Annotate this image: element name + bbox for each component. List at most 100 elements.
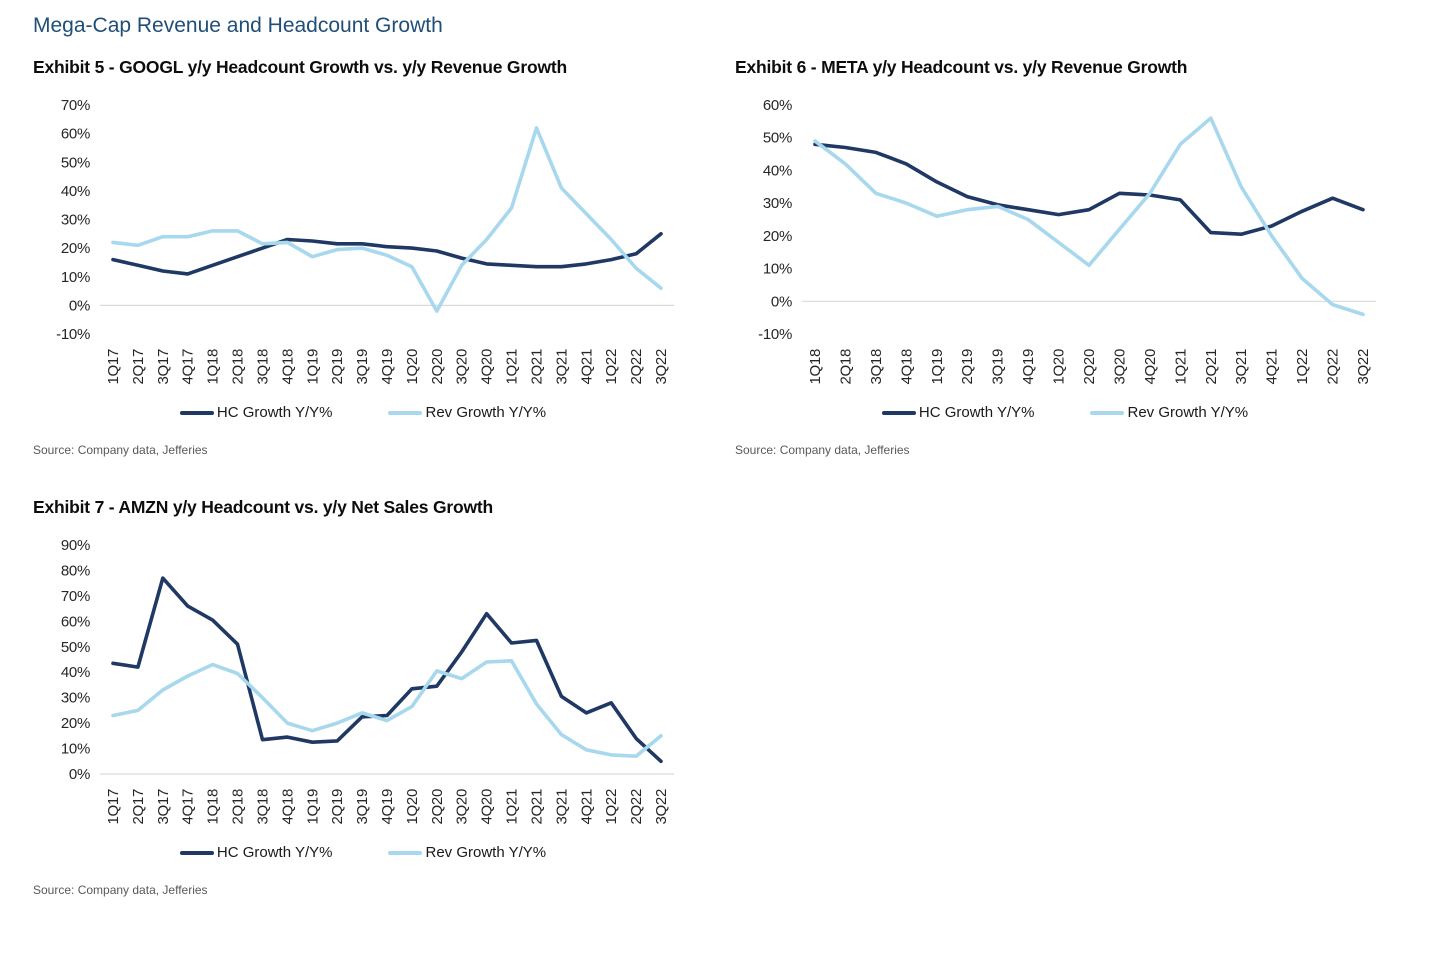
svg-text:4Q18: 4Q18: [279, 789, 296, 825]
exhibit-title: Exhibit 5 - GOOGL y/y Headcount Growth v…: [33, 57, 567, 77]
svg-text:70%: 70%: [61, 97, 90, 114]
svg-text:4Q17: 4Q17: [180, 789, 197, 825]
legend-label-hc: HC Growth Y/Y%: [216, 844, 333, 861]
svg-text:30%: 30%: [61, 212, 90, 229]
svg-text:2Q17: 2Q17: [130, 789, 147, 825]
svg-text:20%: 20%: [61, 715, 90, 732]
svg-text:60%: 60%: [61, 613, 90, 630]
hc-line-swatch: [881, 410, 916, 415]
svg-text:0%: 0%: [771, 293, 792, 310]
svg-text:3Q18: 3Q18: [255, 789, 272, 825]
svg-text:4Q21: 4Q21: [578, 349, 595, 385]
legend-label-rev: Rev Growth Y/Y%: [425, 844, 547, 861]
legend-label-hc: HC Growth Y/Y%: [918, 404, 1035, 421]
svg-text:1Q19: 1Q19: [304, 349, 321, 385]
svg-text:1Q18: 1Q18: [807, 349, 824, 385]
svg-text:3Q17: 3Q17: [155, 349, 172, 385]
svg-text:2Q19: 2Q19: [959, 349, 976, 385]
svg-text:2Q18: 2Q18: [230, 349, 247, 385]
source-note: Source: Company data, Jefferies: [33, 883, 208, 897]
svg-text:2Q20: 2Q20: [1081, 349, 1098, 385]
legend-item-hc-growth: HC Growth Y/Y%: [179, 404, 333, 421]
svg-text:50%: 50%: [763, 130, 792, 147]
hc-line-swatch: [179, 410, 214, 415]
svg-text:1Q22: 1Q22: [603, 789, 620, 825]
svg-text:2Q17: 2Q17: [130, 349, 147, 385]
svg-text:3Q17: 3Q17: [155, 789, 172, 825]
exhibit-5-googl-chart: Exhibit 5 - GOOGL y/y Headcount Growth v…: [33, 57, 693, 457]
amzn-line-chart: 90% 80% 70% 60% 50% 40% 30% 20% 10% 0% 1Q17 2Q17 3Q1…: [61, 537, 674, 825]
legend-item-hc-growth: HC Growth Y/Y%: [179, 844, 333, 861]
svg-text:3Q21: 3Q21: [1233, 349, 1250, 385]
svg-text:1Q19: 1Q19: [929, 349, 946, 385]
svg-text:1Q22: 1Q22: [1294, 349, 1311, 385]
svg-text:4Q19: 4Q19: [379, 349, 396, 385]
svg-text:-10%: -10%: [758, 326, 792, 343]
svg-text:2Q19: 2Q19: [329, 789, 346, 825]
svg-text:1Q22: 1Q22: [603, 349, 620, 385]
svg-text:90%: 90%: [61, 537, 90, 554]
exhibit-title: Exhibit 7 - AMZN y/y Headcount vs. y/y N…: [33, 497, 493, 517]
svg-text:40%: 40%: [61, 183, 90, 200]
svg-text:3Q22: 3Q22: [653, 789, 670, 825]
source-note: Source: Company data, Jefferies: [735, 443, 910, 457]
svg-text:50%: 50%: [61, 154, 90, 171]
page-title: Mega-Cap Revenue and Headcount Growth: [33, 14, 443, 37]
svg-text:20%: 20%: [61, 240, 90, 257]
svg-text:10%: 10%: [763, 261, 792, 278]
svg-text:4Q20: 4Q20: [1142, 349, 1159, 385]
svg-text:60%: 60%: [61, 126, 90, 143]
legend-label-rev: Rev Growth Y/Y%: [1127, 404, 1249, 421]
svg-text:4Q19: 4Q19: [379, 789, 396, 825]
svg-text:4Q21: 4Q21: [578, 789, 595, 825]
chart-legend: HC Growth Y/Y% Rev Growth Y/Y%: [33, 844, 693, 861]
exhibit-6-meta-chart: Exhibit 6 - META y/y Headcount vs. y/y R…: [735, 57, 1395, 457]
source-note: Source: Company data, Jefferies: [33, 443, 208, 457]
legend-item-rev-growth: Rev Growth Y/Y%: [1090, 404, 1248, 421]
svg-text:0%: 0%: [69, 766, 90, 783]
rev-line-swatch: [1090, 410, 1125, 415]
svg-text:4Q17: 4Q17: [180, 349, 197, 385]
exhibit-title: Exhibit 6 - META y/y Headcount vs. y/y R…: [735, 57, 1188, 77]
hc-line-swatch: [179, 850, 214, 855]
svg-text:3Q20: 3Q20: [454, 349, 471, 385]
svg-text:1Q20: 1Q20: [1051, 349, 1068, 385]
svg-text:2Q21: 2Q21: [529, 349, 546, 385]
svg-text:3Q21: 3Q21: [553, 349, 570, 385]
svg-text:2Q18: 2Q18: [837, 349, 854, 385]
meta-line-chart: 60% 50% 40% 30% 20% 10% 0% -10% 1Q18 2Q18 3Q18 4Q18…: [758, 97, 1376, 385]
svg-text:1Q20: 1Q20: [404, 349, 421, 385]
svg-text:3Q21: 3Q21: [553, 789, 570, 825]
svg-text:3Q22: 3Q22: [653, 349, 670, 385]
svg-text:-10%: -10%: [56, 326, 90, 343]
rev-line-swatch: [388, 850, 423, 855]
svg-text:2Q22: 2Q22: [628, 789, 645, 825]
svg-text:70%: 70%: [61, 588, 90, 605]
svg-text:0%: 0%: [69, 297, 90, 314]
chart-legend: HC Growth Y/Y% Rev Growth Y/Y%: [735, 404, 1395, 421]
svg-text:4Q18: 4Q18: [898, 349, 915, 385]
svg-text:60%: 60%: [763, 97, 792, 114]
svg-text:4Q19: 4Q19: [1020, 349, 1037, 385]
svg-text:1Q18: 1Q18: [205, 789, 222, 825]
svg-text:3Q19: 3Q19: [354, 349, 371, 385]
legend-label-rev: Rev Growth Y/Y%: [425, 404, 547, 421]
svg-text:10%: 10%: [61, 741, 90, 758]
svg-text:1Q18: 1Q18: [205, 349, 222, 385]
exhibit-7-amzn-chart: Exhibit 7 - AMZN y/y Headcount vs. y/y N…: [33, 497, 693, 897]
googl-line-chart: 70% 60% 50% 40% 30% 20% 10% 0% -10% 1Q17 2Q17 3Q17 4…: [56, 97, 674, 385]
svg-text:2Q22: 2Q22: [628, 349, 645, 385]
svg-text:1Q21: 1Q21: [504, 789, 521, 825]
svg-text:4Q18: 4Q18: [279, 349, 296, 385]
svg-text:2Q20: 2Q20: [429, 789, 446, 825]
legend-label-hc: HC Growth Y/Y%: [216, 404, 333, 421]
svg-text:1Q21: 1Q21: [1172, 349, 1189, 385]
legend-item-rev-growth: Rev Growth Y/Y%: [388, 844, 546, 861]
svg-text:3Q19: 3Q19: [990, 349, 1007, 385]
svg-text:3Q20: 3Q20: [1111, 349, 1128, 385]
svg-text:3Q18: 3Q18: [255, 349, 272, 385]
svg-text:4Q21: 4Q21: [1264, 349, 1281, 385]
svg-text:4Q20: 4Q20: [479, 789, 496, 825]
svg-text:1Q19: 1Q19: [304, 789, 321, 825]
